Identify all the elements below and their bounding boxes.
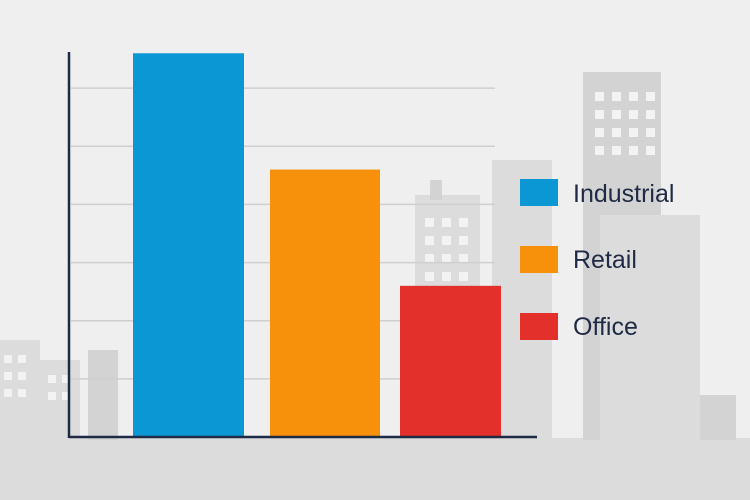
legend: Industrial Retail Office	[520, 179, 674, 341]
legend-swatch-retail	[520, 246, 558, 273]
bar-retail	[270, 169, 380, 438]
legend-label-industrial: Industrial	[573, 180, 674, 208]
bars	[133, 53, 501, 438]
legend-item-retail: Retail	[520, 246, 637, 274]
bar-office	[400, 285, 501, 437]
legend-swatch-industrial	[520, 179, 558, 206]
legend-label-office: Office	[573, 313, 638, 341]
legend-swatch-office	[520, 313, 558, 340]
legend-label-retail: Retail	[573, 246, 637, 274]
legend-item-office: Office	[520, 313, 638, 341]
skyline-windows	[4, 92, 655, 400]
bar-industrial	[133, 53, 244, 437]
legend-item-industrial: Industrial	[520, 179, 674, 208]
